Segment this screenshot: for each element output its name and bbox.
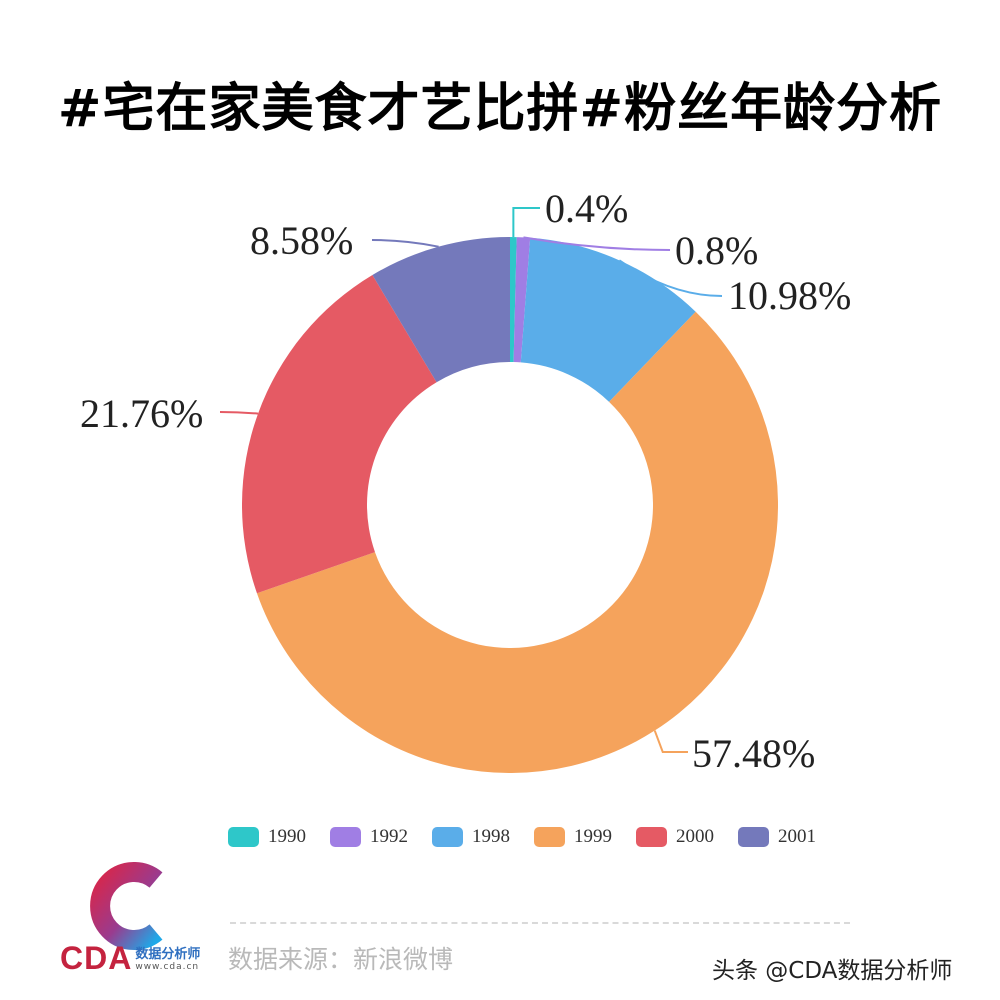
data-labels: 0.4% 0.8% 10.98% 57.48% 21.76% 8.58% [80,186,851,776]
legend-label: 1990 [268,826,306,847]
label-leader-lines [219,207,723,753]
data-label-1992: 0.8% [675,228,758,273]
cda-logo-icon [90,862,163,950]
leader-line-1992 [523,236,671,251]
legend-label: 1999 [574,826,612,847]
page-title: #宅在家美食才艺比拼#粉丝年龄分析 [57,79,943,139]
data-label-1998: 10.98% [728,273,851,318]
legend-swatch [534,827,565,847]
legend-item-1992[interactable]: 1992 [330,826,408,848]
watermark: 头条 @CDA数据分析师 [712,958,953,984]
legend-label: 1992 [370,826,408,847]
legend-item-1990[interactable]: 1990 [228,826,306,848]
footer-divider [230,922,850,924]
logo-chinese-name: 数据分析师 [135,947,201,962]
slice-2001[interactable] [372,237,510,383]
data-label-2000: 21.76% [80,391,203,436]
legend-swatch [228,827,259,847]
slice-1999[interactable] [256,311,778,773]
logo-wordmark: CDA [60,940,133,976]
cda-logo: CDA 数据分析师 www.cda.cn [60,942,200,974]
leader-line-1999 [653,730,688,753]
data-label-2001: 8.58% [250,218,353,263]
legend-label: 2001 [778,826,816,847]
legend-item-1998[interactable]: 1998 [432,826,510,848]
slice-1990[interactable] [510,237,517,363]
legend-swatch [330,827,361,847]
legend-item-2000[interactable]: 2000 [636,826,714,848]
data-label-1999: 57.48% [692,731,815,776]
logo-subtitle: 数据分析师 www.cda.cn [135,948,200,974]
logo-url: www.cda.cn [135,962,200,972]
data-source: 数据来源：新浪微博 [228,945,454,974]
leader-line-1990 [512,207,540,238]
legend-item-1999[interactable]: 1999 [534,826,612,848]
legend-swatch [738,827,769,847]
leader-line-2000 [219,411,259,415]
chart-legend: 1990 1992 1998 1999 2000 2001 [228,826,840,848]
slice-2000[interactable] [242,275,437,594]
legend-label: 2000 [676,826,714,847]
legend-swatch [432,827,463,847]
slice-1992[interactable] [513,237,531,363]
legend-item-2001[interactable]: 2001 [738,826,816,848]
leader-line-1998 [618,259,723,297]
data-label-1990: 0.4% [545,186,628,231]
donut-slices [242,237,778,773]
leader-line-2001 [371,239,439,248]
legend-swatch [636,827,667,847]
legend-label: 1998 [472,826,510,847]
